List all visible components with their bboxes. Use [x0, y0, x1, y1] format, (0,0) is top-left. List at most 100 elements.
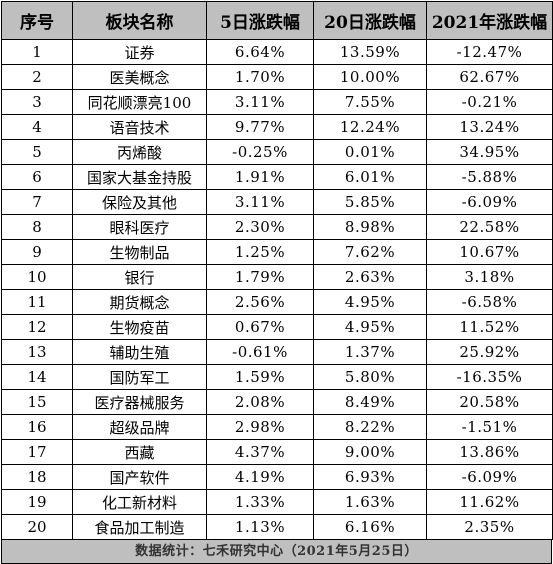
cell-index: 1	[1, 39, 73, 65]
table-row: 6 国家大基金持股 1.91% 6.01% -5.88%	[1, 164, 553, 190]
cell-ytd-change: 22.58%	[426, 214, 553, 240]
cell-20d-change: 6.16%	[313, 514, 427, 540]
cell-index: 13	[1, 339, 73, 365]
cell-20d-change: 8.98%	[313, 214, 427, 240]
cell-5d-change: 1.13%	[206, 514, 314, 540]
cell-sector-name: 同花顺漂亮100	[72, 89, 207, 115]
cell-index: 5	[1, 139, 73, 165]
cell-20d-change: 6.01%	[313, 164, 427, 190]
cell-index: 7	[1, 189, 73, 215]
cell-5d-change: 1.25%	[206, 239, 314, 265]
sector-performance-table: 序号 板块名称 5日涨跌幅 20日涨跌幅 2021年涨跌幅 1 证券 6.64% 13…	[1, 1, 553, 540]
cell-sector-name: 生物制品	[72, 239, 207, 265]
cell-index: 10	[1, 264, 73, 290]
table-row: 10 银行 1.79% 2.63% 3.18%	[1, 264, 553, 290]
header-index: 序号	[1, 1, 73, 40]
cell-index: 8	[1, 214, 73, 240]
cell-20d-change: 0.01%	[313, 139, 427, 165]
cell-20d-change: 5.85%	[313, 189, 427, 215]
cell-5d-change: 1.33%	[206, 489, 314, 515]
cell-sector-name: 银行	[72, 264, 207, 290]
cell-ytd-change: -5.88%	[426, 164, 553, 190]
cell-index: 14	[1, 364, 73, 390]
table-row: 18 国产软件 4.19% 6.93% -6.09%	[1, 464, 553, 490]
cell-20d-change: 4.95%	[313, 314, 427, 340]
cell-20d-change: 7.55%	[313, 89, 427, 115]
table-row: 13 辅助生殖 -0.61% 1.37% 25.92%	[1, 339, 553, 365]
table-row: 15 医疗器械服务 2.08% 8.49% 20.58%	[1, 389, 553, 415]
cell-ytd-change: 62.67%	[426, 64, 553, 90]
header-ytd-change: 2021年涨跌幅	[426, 1, 553, 40]
cell-5d-change: 2.56%	[206, 289, 314, 315]
cell-ytd-change: 11.52%	[426, 314, 553, 340]
cell-index: 15	[1, 389, 73, 415]
cell-index: 12	[1, 314, 73, 340]
cell-ytd-change: -1.51%	[426, 414, 553, 440]
table-body: 1 证券 6.64% 13.59% -12.47% 2 医美概念 1.70% 10.00% 62.…	[1, 39, 553, 540]
cell-5d-change: 2.30%	[206, 214, 314, 240]
cell-sector-name: 保险及其他	[72, 189, 207, 215]
cell-sector-name: 语音技术	[72, 114, 207, 140]
cell-5d-change: 4.37%	[206, 439, 314, 465]
cell-ytd-change: -6.58%	[426, 289, 553, 315]
table-row: 11 期货概念 2.56% 4.95% -6.58%	[1, 289, 553, 315]
cell-5d-change: 9.77%	[206, 114, 314, 140]
cell-20d-change: 7.62%	[313, 239, 427, 265]
cell-index: 20	[1, 514, 73, 540]
cell-index: 6	[1, 164, 73, 190]
cell-5d-change: 2.98%	[206, 414, 314, 440]
cell-sector-name: 期货概念	[72, 289, 207, 315]
cell-20d-change: 13.59%	[313, 39, 427, 65]
table-row: 17 西藏 4.37% 9.00% 13.86%	[1, 439, 553, 465]
cell-sector-name: 丙烯酸	[72, 139, 207, 165]
cell-sector-name: 医美概念	[72, 64, 207, 90]
cell-20d-change: 8.49%	[313, 389, 427, 415]
cell-index: 19	[1, 489, 73, 515]
cell-20d-change: 12.24%	[313, 114, 427, 140]
cell-20d-change: 4.95%	[313, 289, 427, 315]
cell-ytd-change: 3.18%	[426, 264, 553, 290]
cell-ytd-change: 25.92%	[426, 339, 553, 365]
cell-index: 16	[1, 414, 73, 440]
cell-sector-name: 食品加工制造	[72, 514, 207, 540]
cell-ytd-change: 13.24%	[426, 114, 553, 140]
cell-ytd-change: 2.35%	[426, 514, 553, 540]
cell-sector-name: 国防军工	[72, 364, 207, 390]
table-row: 1 证券 6.64% 13.59% -12.47%	[1, 39, 553, 65]
table-row: 16 超级品牌 2.98% 8.22% -1.51%	[1, 414, 553, 440]
cell-ytd-change: -6.09%	[426, 189, 553, 215]
cell-20d-change: 8.22%	[313, 414, 427, 440]
cell-sector-name: 国家大基金持股	[72, 164, 207, 190]
table-row: 20 食品加工制造 1.13% 6.16% 2.35%	[1, 514, 553, 540]
table-row: 4 语音技术 9.77% 12.24% 13.24%	[1, 114, 553, 140]
cell-5d-change: 4.19%	[206, 464, 314, 490]
cell-20d-change: 9.00%	[313, 439, 427, 465]
header-sector-name: 板块名称	[72, 1, 207, 40]
table-row: 2 医美概念 1.70% 10.00% 62.67%	[1, 64, 553, 90]
cell-20d-change: 1.37%	[313, 339, 427, 365]
table-row: 12 生物疫苗 0.67% 4.95% 11.52%	[1, 314, 553, 340]
cell-5d-change: 6.64%	[206, 39, 314, 65]
cell-5d-change: 1.91%	[206, 164, 314, 190]
cell-ytd-change: 13.86%	[426, 439, 553, 465]
cell-20d-change: 1.63%	[313, 489, 427, 515]
cell-index: 17	[1, 439, 73, 465]
cell-sector-name: 辅助生殖	[72, 339, 207, 365]
cell-ytd-change: 34.95%	[426, 139, 553, 165]
table-row: 19 化工新材料 1.33% 1.63% 11.62%	[1, 489, 553, 515]
table-row: 7 保险及其他 3.11% 5.85% -6.09%	[1, 189, 553, 215]
table-row: 14 国防军工 1.59% 5.80% -16.35%	[1, 364, 553, 390]
cell-index: 4	[1, 114, 73, 140]
cell-20d-change: 2.63%	[313, 264, 427, 290]
cell-ytd-change: 10.67%	[426, 239, 553, 265]
cell-20d-change: 6.93%	[313, 464, 427, 490]
header-row: 序号 板块名称 5日涨跌幅 20日涨跌幅 2021年涨跌幅	[1, 1, 553, 40]
cell-index: 3	[1, 89, 73, 115]
header-20d-change: 20日涨跌幅	[313, 1, 427, 40]
cell-5d-change: 2.08%	[206, 389, 314, 415]
cell-index: 18	[1, 464, 73, 490]
cell-20d-change: 10.00%	[313, 64, 427, 90]
cell-5d-change: 0.67%	[206, 314, 314, 340]
table-header: 序号 板块名称 5日涨跌幅 20日涨跌幅 2021年涨跌幅	[1, 1, 553, 40]
